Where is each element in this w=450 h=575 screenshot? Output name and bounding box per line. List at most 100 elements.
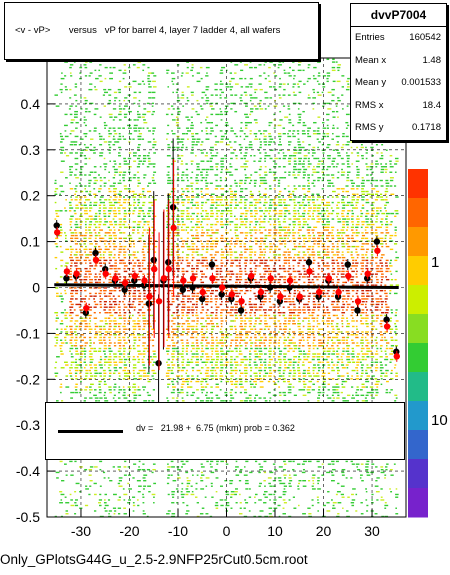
- stats-row-entries: Entries 160542: [351, 27, 446, 50]
- title-box: <v - vP> versus vP for barrel 4, layer 7…: [4, 2, 319, 60]
- data-point: [92, 256, 100, 264]
- data-point: [345, 272, 352, 280]
- data-point: [63, 268, 71, 275]
- data-point: [383, 316, 390, 323]
- data-point: [155, 298, 163, 305]
- x-tick-label: -10: [168, 523, 188, 539]
- data-point: [121, 279, 129, 287]
- x-tick-label: -30: [71, 523, 91, 539]
- color-scale-band: [408, 314, 428, 344]
- axes: -30 -20 -10 0 10 20 30 -0.5 -0.4 -0.3 -0.2 -0.1 0 0.1…: [16, 96, 380, 539]
- fit-legend-box: dv = 21.98 + 6.75 (mkm) prob = 0.362: [45, 402, 405, 460]
- y-tick-label: -0.5: [16, 509, 40, 525]
- data-point: [209, 275, 216, 282]
- color-scale-band: [408, 372, 428, 402]
- data-point: [335, 288, 342, 296]
- stats-row-rms-y: RMS y 0.1718: [351, 117, 446, 140]
- data-point: [373, 238, 381, 245]
- data-point: [54, 229, 61, 236]
- data-point: [112, 275, 119, 282]
- z-tick-label: 1: [431, 254, 439, 271]
- data-point: [179, 286, 187, 293]
- stats-value: 1.48: [422, 54, 442, 66]
- stats-name: dvvP7004: [351, 4, 446, 27]
- data-point: [102, 270, 109, 277]
- footer-filename: Only_GPlotsG44G_u_2.5-2.9NFP25rCut0.5cm.…: [0, 552, 308, 567]
- y-tick-label: 0.3: [21, 142, 41, 158]
- fit-legend-line: [58, 430, 123, 433]
- data-point: [170, 224, 177, 232]
- color-scale-band: [408, 140, 428, 170]
- x-tick-label: 10: [267, 523, 283, 539]
- z-tick-label: 10: [431, 412, 448, 429]
- stats-label: Entries: [355, 32, 385, 43]
- data-point: [248, 272, 255, 280]
- data-point: [218, 284, 226, 291]
- stats-row-mean-x: Mean x 1.48: [351, 50, 446, 73]
- data-point: [73, 270, 80, 277]
- data-point: [121, 286, 128, 293]
- data-point: [228, 291, 236, 298]
- y-tick-label: 0.4: [21, 96, 41, 112]
- data-point: [354, 307, 361, 314]
- x-tick-label: -20: [119, 523, 139, 539]
- data-point: [165, 265, 172, 273]
- stats-box: dvvP7004 Entries 160542 Mean x 1.48 Mean…: [350, 3, 447, 141]
- plot-title: <v - vP> versus vP for barrel 4, layer 7…: [15, 25, 281, 36]
- data-point: [296, 293, 303, 300]
- data-point: [63, 275, 70, 282]
- data-point: [344, 261, 351, 268]
- data-point: [189, 275, 197, 282]
- data-point: [315, 288, 323, 296]
- data-point: [237, 307, 245, 314]
- data-point: [141, 277, 148, 284]
- data-point: [393, 353, 400, 360]
- data-point: [374, 247, 381, 254]
- data-point: [92, 249, 99, 257]
- data-point: [257, 288, 265, 296]
- data-point: [83, 304, 90, 312]
- data-point: [199, 295, 206, 303]
- fit-line: [54, 283, 399, 289]
- data-point: [383, 323, 391, 330]
- stats-value: 0.001533: [401, 77, 441, 89]
- y-tick-label: 0.2: [21, 188, 41, 204]
- stats-label: RMS y: [355, 122, 384, 134]
- color-scale-band: [408, 256, 428, 286]
- stats-label: Mean y: [355, 77, 387, 89]
- data-point: [266, 284, 274, 291]
- color-scale-band: [408, 488, 428, 518]
- data-point: [238, 298, 245, 305]
- y-tick-label: -0.4: [16, 463, 40, 479]
- stats-value: 18.4: [422, 99, 442, 111]
- data-point: [364, 270, 371, 277]
- color-scale-band: [408, 198, 428, 228]
- x-tick-label: 0: [223, 523, 231, 539]
- stats-row-mean-y: Mean y 0.001533: [351, 72, 446, 95]
- y-tick-label: -0.2: [16, 371, 40, 387]
- data-point: [160, 275, 168, 282]
- stats-label: Mean x: [355, 54, 387, 66]
- data-point: [180, 277, 187, 284]
- data-point: [199, 288, 206, 296]
- color-scale-band: [408, 459, 428, 489]
- profile-points: [53, 138, 400, 433]
- data-point: [146, 293, 153, 300]
- data-point: [305, 259, 313, 266]
- data-point: [151, 265, 158, 273]
- heatmap-cells: [54, 58, 400, 518]
- data-point: [306, 268, 313, 275]
- stats-value: 160542: [409, 32, 441, 43]
- data-point: [208, 261, 216, 268]
- data-point: [286, 284, 293, 291]
- color-scale-band: [408, 285, 428, 315]
- x-tick-label: 30: [364, 523, 380, 539]
- fit-curve: [54, 283, 399, 289]
- data-point: [218, 291, 225, 298]
- color-scale-band: [408, 343, 428, 373]
- stats-value: 0.1718: [411, 122, 441, 134]
- data-point: [354, 298, 362, 305]
- data-point: [277, 293, 284, 300]
- data-point: [53, 222, 60, 229]
- data-point: [131, 272, 139, 280]
